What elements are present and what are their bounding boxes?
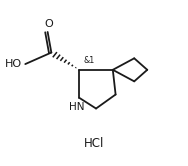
Text: O: O bbox=[44, 19, 53, 29]
Text: HCl: HCl bbox=[84, 137, 104, 150]
Text: HO: HO bbox=[5, 59, 23, 69]
Text: &1: &1 bbox=[84, 56, 95, 65]
Text: HN: HN bbox=[69, 102, 84, 112]
